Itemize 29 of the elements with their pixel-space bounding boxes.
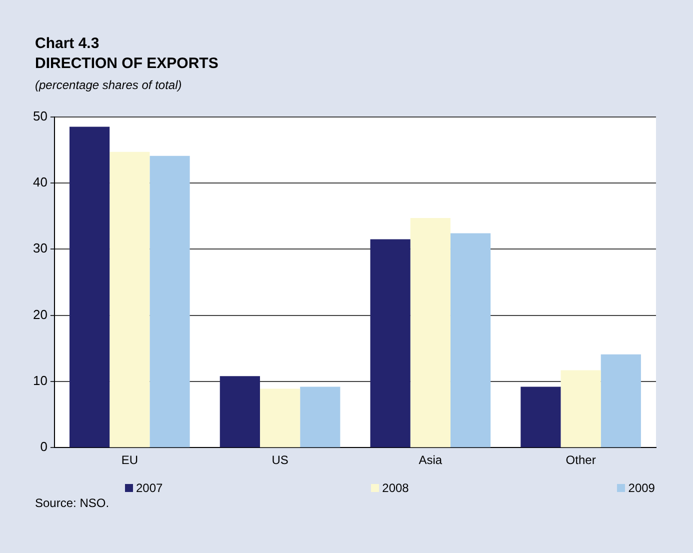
- y-tick-label: 30: [32, 240, 48, 256]
- bar: [70, 126, 110, 448]
- x-tick-label: Other: [566, 453, 596, 468]
- y-tick-label: 50: [32, 108, 48, 124]
- y-tick-label: 0: [40, 439, 48, 454]
- bar: [220, 376, 260, 448]
- bar: [520, 386, 561, 448]
- bar: [370, 239, 410, 448]
- y-tick-label: 10: [32, 373, 48, 388]
- bar: [150, 156, 190, 448]
- bar: [110, 152, 150, 448]
- y-tick-label: 20: [32, 306, 48, 322]
- x-tick-label: EU: [121, 453, 138, 468]
- legend-label: 2008: [382, 481, 409, 495]
- bar: [300, 386, 340, 448]
- chart-title: Chart 4.3: [35, 34, 100, 54]
- bar: [600, 354, 641, 448]
- bar: [560, 370, 601, 448]
- chart-subtitle: DIRECTION OF EXPORTS: [35, 54, 218, 74]
- x-tick-label: Asia: [418, 453, 442, 468]
- x-tick-label: US: [272, 453, 288, 468]
- bar: [450, 233, 491, 448]
- bar: [260, 388, 300, 448]
- legend-label: 2007: [136, 481, 163, 495]
- source-note: Source: NSO.: [35, 496, 110, 510]
- legend-label: 2009: [628, 481, 655, 495]
- y-tick-label: 40: [32, 174, 48, 190]
- text: (percentage shares of total): [35, 78, 183, 92]
- bar: [410, 218, 450, 448]
